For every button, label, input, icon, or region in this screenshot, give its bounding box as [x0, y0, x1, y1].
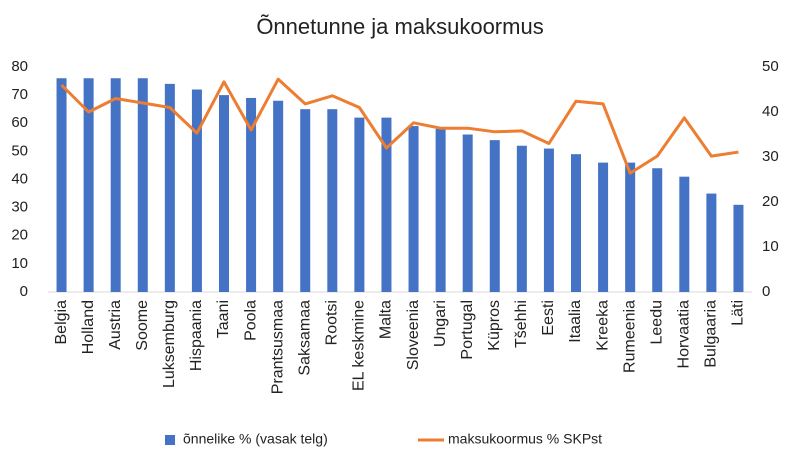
x-tick-label: Holland: [80, 300, 97, 354]
x-tick-label: Eesti: [540, 300, 557, 336]
x-tick-label: Luksemburg: [161, 300, 178, 388]
y2-tick-label: 50: [762, 58, 779, 75]
y2-tick-label: 30: [762, 148, 779, 165]
x-tick-label: Kreeka: [594, 300, 611, 351]
x-tick-label: Saksamaa: [296, 300, 313, 376]
x-tick-label: Küpros: [486, 300, 503, 351]
bar: [435, 128, 446, 292]
y-tick-label: 40: [11, 170, 28, 187]
chart-title: Õnnetunne ja maksukoormus: [256, 14, 543, 39]
bar: [679, 176, 690, 292]
y-tick-label: 60: [11, 114, 28, 131]
bar: [327, 109, 338, 292]
bar: [706, 193, 717, 292]
bar: [733, 204, 744, 292]
bar: [164, 83, 175, 292]
y-tick-label: 0: [20, 283, 28, 300]
bar: [462, 134, 473, 292]
x-tick-label: Bulgaaria: [703, 300, 720, 368]
bar: [137, 78, 148, 292]
line: [60, 77, 739, 175]
x-tick-label: Austria: [107, 300, 124, 350]
bar: [83, 78, 94, 292]
x-tick-label: Sloveenia: [405, 300, 422, 370]
y-tick-label: 20: [11, 227, 28, 244]
bar: [543, 148, 554, 292]
y-tick-label: 50: [11, 142, 28, 159]
x-tick-label: Rootsi: [324, 300, 341, 345]
bar: [408, 126, 419, 292]
x-tick-label: Läti: [730, 300, 747, 326]
legend-label: õnnelike % (vasak telg): [183, 431, 328, 447]
x-tick-label: Ungari: [432, 300, 449, 347]
x-tick-label: Poola: [242, 300, 259, 341]
bar: [110, 78, 121, 292]
bar: [381, 117, 392, 292]
x-tick-label: Rumeenia: [621, 300, 638, 373]
x-tick-label: Tšehhi: [513, 300, 530, 348]
bar: [246, 97, 257, 292]
y2-tick-label: 0: [762, 283, 770, 300]
y-tick-label: 10: [11, 255, 28, 272]
legend-swatch: [165, 435, 175, 445]
bar: [516, 145, 527, 292]
x-tick-label: Leedu: [648, 300, 665, 345]
legend-label: maksukoormus % SKPst: [448, 431, 602, 447]
x-tick-label: Prantsusmaa: [269, 300, 286, 394]
x-tick-label: Itaalia: [567, 300, 584, 343]
y-tick-label: 30: [11, 199, 28, 216]
y-tick-label: 70: [11, 86, 28, 103]
y2-tick-label: 40: [762, 103, 779, 120]
bar: [571, 154, 581, 292]
bar: [598, 162, 609, 292]
bar: [652, 168, 663, 292]
bar: [625, 162, 636, 292]
bar: [354, 117, 365, 292]
x-tick-label: Horvaatia: [676, 300, 693, 369]
x-tick-label: Portugal: [459, 300, 476, 360]
x-tick-label: Taani: [215, 300, 232, 338]
y-tick-label: 80: [11, 58, 28, 75]
bar: [191, 89, 202, 292]
x-tick-label: Hispaania: [188, 300, 205, 371]
bar: [300, 109, 311, 292]
y2-tick-label: 20: [762, 193, 779, 210]
x-tick-label: EL keskmine: [351, 300, 368, 391]
x-tick-label: Soome: [134, 300, 151, 351]
y2-tick-label: 10: [762, 238, 779, 255]
bar: [219, 95, 229, 292]
bar: [489, 140, 500, 292]
x-tick-label: Malta: [378, 300, 395, 339]
bar: [273, 100, 284, 292]
bar: [56, 78, 67, 292]
x-tick-label: Belgia: [53, 300, 70, 345]
